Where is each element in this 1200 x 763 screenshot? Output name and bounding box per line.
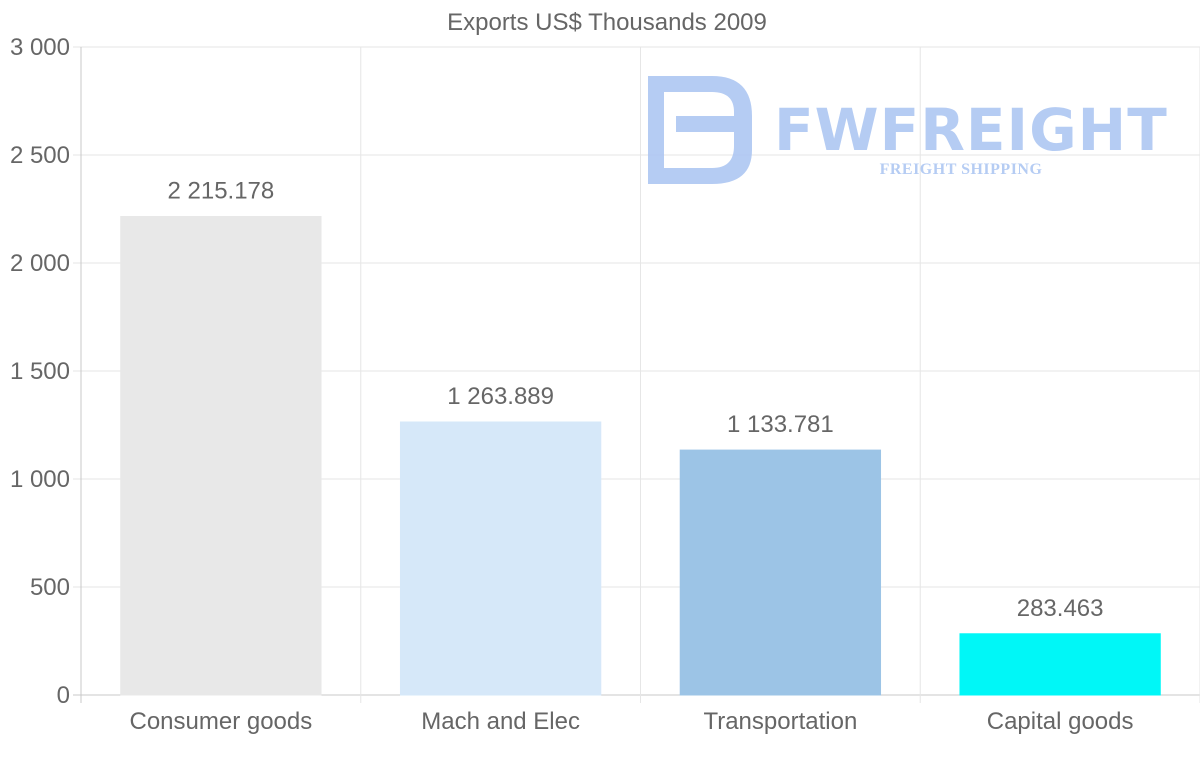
watermark-logo: FWFREIGHT FREIGHT SHIPPING xyxy=(648,76,1168,184)
bar[interactable] xyxy=(399,421,602,696)
bar-value-label: 1 263.889 xyxy=(447,383,554,410)
x-axis-ticks: Consumer goods Mach and Elec Transportatio… xyxy=(129,708,1133,735)
x-tick-label: Transportation xyxy=(703,708,857,735)
x-tick-label: Consumer goods xyxy=(129,708,312,735)
bar-value-label: 1 133.781 xyxy=(727,411,834,438)
fw-logo-icon xyxy=(648,76,752,184)
bar[interactable] xyxy=(679,449,882,696)
value-labels: 2 215.178 1 263.889 1 133.781 283.463 xyxy=(167,178,1103,622)
chart-title: Exports US$ Thousands 2009 xyxy=(447,9,767,36)
bar[interactable] xyxy=(120,216,322,696)
y-tick-label: 2 500 xyxy=(10,142,70,169)
bar[interactable] xyxy=(959,633,1161,696)
watermark-tagline: FREIGHT SHIPPING xyxy=(880,161,1043,178)
y-tick-label: 0 xyxy=(57,682,70,709)
bar-value-label: 283.463 xyxy=(1017,595,1104,622)
watermark-brand: FWFREIGHT xyxy=(774,96,1168,164)
bar-value-label: 2 215.178 xyxy=(167,178,274,205)
y-tick-label: 1 500 xyxy=(10,358,70,385)
x-tick-label: Mach and Elec xyxy=(421,708,580,735)
y-tick-label: 2 000 xyxy=(10,250,70,277)
y-axis-ticks: 0 500 1 000 1 500 2 000 2 500 3 000 xyxy=(10,34,70,709)
bars xyxy=(120,216,1161,696)
y-tick-label: 500 xyxy=(30,574,70,601)
y-tick-label: 3 000 xyxy=(10,34,70,61)
x-tick-label: Capital goods xyxy=(987,708,1134,735)
y-tick-label: 1 000 xyxy=(10,466,70,493)
